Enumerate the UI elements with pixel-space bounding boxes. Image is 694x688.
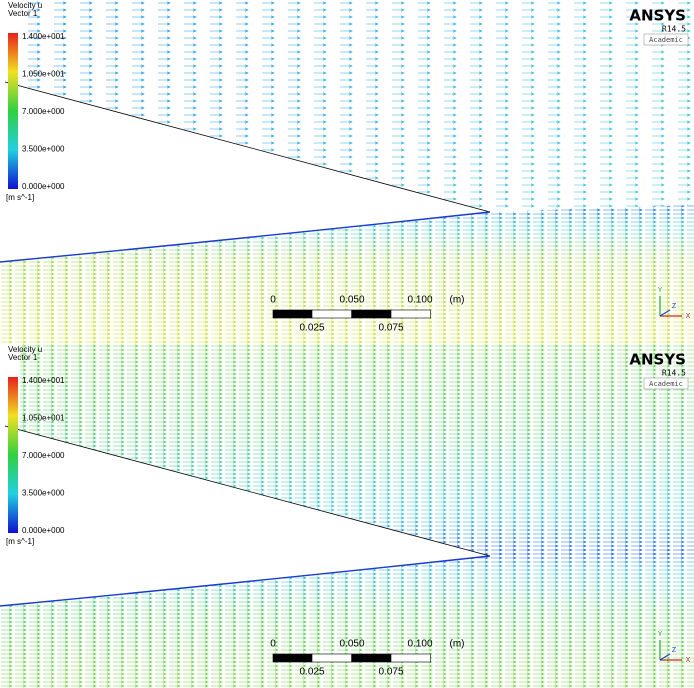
legend-subtitle: Vector 1 (8, 9, 38, 18)
scale-label: (m) (450, 295, 465, 306)
legend-tick-label: 1.050e+001 (22, 414, 65, 423)
legend-subtitle: Vector 1 (8, 353, 38, 362)
legend-unit: [m s^-1] (6, 537, 34, 546)
legend-tick-label: 1.400e+001 (22, 32, 65, 41)
scale-segment (273, 310, 313, 318)
scale-label: 0.100 (407, 295, 432, 306)
scale-segment (312, 310, 352, 318)
colorbar (8, 33, 18, 189)
scale-segment (352, 654, 392, 662)
lower-vector-field (0, 549, 694, 688)
logo-license: Academic (649, 36, 683, 44)
logo-name: ANSYS (629, 351, 686, 369)
legend-tick-label: 3.500e+000 (22, 145, 65, 154)
scale-label: 0.075 (378, 323, 403, 334)
scale-label: 0.025 (299, 323, 324, 334)
scale-label: 0 (270, 639, 276, 650)
axis-label: X (686, 313, 691, 320)
scale-segment (352, 310, 392, 318)
axis-label: X (686, 657, 691, 664)
colorbar (8, 377, 18, 533)
legend-tick-label: 1.050e+001 (22, 70, 65, 79)
logo-version: R14.5 (662, 369, 686, 378)
scale-label: 0.025 (299, 667, 324, 678)
scale-segment (273, 654, 313, 662)
upper-vector-field (5, 0, 694, 212)
legend-tick-label: 0.000e+000 (22, 526, 65, 535)
axis-label: Y (658, 631, 663, 638)
scale-label: 0.075 (378, 667, 403, 678)
logo-version: R14.5 (662, 25, 686, 34)
logo-name: ANSYS (629, 7, 686, 25)
scale-label: 0.100 (407, 639, 432, 650)
legend-tick-label: 1.400e+001 (22, 376, 65, 385)
lower-vector-field (0, 205, 694, 344)
scale-segment (391, 310, 431, 318)
axis-label: Z (672, 303, 677, 310)
legend-tick-label: 7.000e+000 (22, 451, 65, 460)
axis-label: Z (672, 647, 677, 654)
legend-unit: [m s^-1] (6, 193, 34, 202)
legend-tick-label: 3.500e+000 (22, 489, 65, 498)
legend-tick-label: 0.000e+000 (22, 182, 65, 191)
axis-label: Y (658, 287, 663, 294)
legend-tick-label: 7.000e+000 (22, 107, 65, 116)
scale-segment (312, 654, 352, 662)
scale-segment (391, 654, 431, 662)
scale-label: 0 (270, 295, 276, 306)
scale-label: 0.050 (339, 639, 364, 650)
scale-label: 0.050 (339, 295, 364, 306)
screenshot: Velocity uVector 11.400e+0011.050e+0017.… (0, 0, 694, 688)
logo-license: Academic (649, 380, 683, 388)
upper-vector-field (5, 344, 694, 556)
scale-label: (m) (450, 639, 465, 650)
